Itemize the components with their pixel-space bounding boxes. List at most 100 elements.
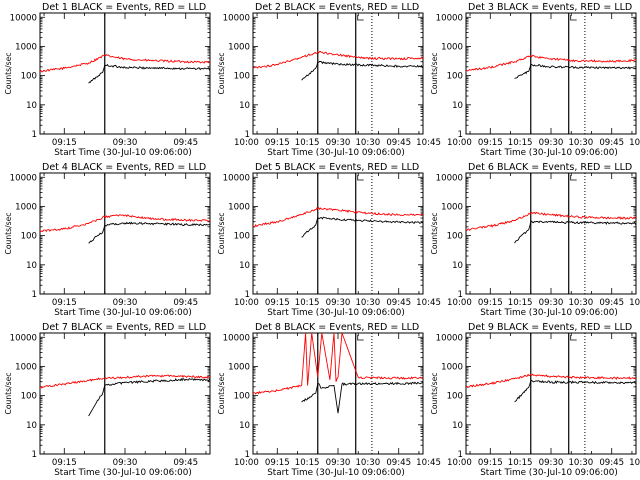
- panel-det-5: 1 10 100 1000 10000 09:15 09:30 09:45 10:00 10:15…: [217, 162, 640, 318]
- y-axis-label: Counts/sec: [430, 373, 439, 415]
- y-axis-label: Counts/sec: [4, 373, 13, 415]
- y-tick-label: 1: [245, 130, 250, 140]
- series-lld: [253, 207, 423, 228]
- y-axis-label: Counts/sec: [430, 213, 439, 255]
- y-tick-label: 100: [234, 232, 250, 242]
- y-tick-label: 1: [32, 130, 37, 140]
- x-axis-label: Start Time (30-Jul-10 09:06:00): [267, 468, 405, 478]
- x-tick-label: 10:00: [447, 138, 472, 148]
- y-tick-label: 10: [452, 101, 463, 111]
- y-tick-label: 10: [26, 101, 37, 111]
- plot-frame: [252, 332, 424, 455]
- panel-det-1: 1 10 100 1000 10000 09:15 09:30 09:45 10:00 10:15…: [4, 2, 441, 158]
- x-tick-label: 09:45: [386, 138, 411, 148]
- y-tick-label: 10000: [436, 173, 463, 183]
- plot-frame: [465, 172, 637, 295]
- panel-det-6: 1 10 100 1000 10000 09:15 09:30 09:45 10:00 10:15…: [430, 162, 637, 318]
- series-events: [88, 221, 210, 244]
- x-tick-label: 10:15: [295, 458, 320, 468]
- y-tick-label: 100: [447, 232, 463, 242]
- corner-marker: [570, 335, 577, 341]
- y-tick-label: 1000: [228, 42, 250, 52]
- x-tick-label: 10:30: [568, 298, 593, 308]
- y-axis-label: Counts/sec: [4, 53, 13, 95]
- y-tick-label: 1: [32, 450, 37, 460]
- y-tick-label: 1: [458, 450, 463, 460]
- y-tick-label: 10: [452, 421, 463, 431]
- x-tick-label: 10:45: [629, 458, 640, 468]
- x-tick-label: 10:15: [295, 138, 320, 148]
- x-tick-label: 09:45: [599, 138, 624, 148]
- x-tick-label: 10:15: [508, 458, 533, 468]
- x-tick-label: 10:45: [416, 298, 441, 308]
- series-events: [514, 63, 636, 79]
- x-tick-label: 10:30: [355, 138, 380, 148]
- y-tick-label: 10000: [223, 173, 250, 183]
- x-tick-label: 09:45: [599, 298, 624, 308]
- x-tick-label: 09:30: [326, 298, 351, 308]
- panel-det-3: 1 10 100 1000 10000 09:15 09:30 09:45 10:00 10:15…: [430, 2, 637, 158]
- corner-marker: [357, 175, 364, 181]
- series-events: [514, 220, 636, 244]
- panel-title: Det 9 BLACK = Events, RED = LLD: [468, 322, 632, 333]
- y-tick-label: 1000: [15, 202, 37, 212]
- series-lld: [253, 51, 423, 69]
- x-tick-label: 09:15: [478, 458, 503, 468]
- panel-title: Det 6 BLACK = Events, RED = LLD: [468, 162, 632, 173]
- series-lld: [466, 373, 636, 388]
- panel-title: Det 7 BLACK = Events, RED = LLD: [42, 322, 206, 333]
- y-tick-label: 1000: [441, 202, 463, 212]
- plot-frame: [39, 172, 211, 295]
- y-tick-label: 1: [32, 290, 37, 300]
- y-tick-label: 100: [234, 392, 250, 402]
- series-lld: [253, 333, 423, 395]
- x-tick-label: 09:15: [265, 458, 290, 468]
- corner-marker: [357, 15, 364, 21]
- panel-title: Det 4 BLACK = Events, RED = LLD: [42, 162, 206, 173]
- plot-frame: [252, 172, 424, 295]
- x-axis-label: Start Time (30-Jul-10 09:06:00): [480, 148, 618, 158]
- corner-marker: [570, 175, 577, 181]
- y-axis-label: Counts/sec: [217, 213, 226, 255]
- x-tick-label: 09:15: [265, 138, 290, 148]
- y-tick-label: 10000: [10, 173, 37, 183]
- x-tick-label: 09:45: [386, 458, 411, 468]
- series-events: [301, 216, 423, 238]
- panel-det-8: 1 10 100 1000 10000 09:15 09:30 09:45 10:00 10:15…: [217, 322, 640, 478]
- panel-det-4: 1 10 100 1000 10000 09:15 09:30 09:45 10:00 10:15…: [4, 162, 441, 318]
- y-axis-label: Counts/sec: [4, 213, 13, 255]
- panel-det-9: 1 10 100 1000 10000 09:15 09:30 09:45 10:00 10:15…: [430, 322, 637, 478]
- x-tick-label: 10:15: [508, 298, 533, 308]
- x-tick-label: 09:30: [113, 458, 138, 468]
- x-axis-label: Start Time (30-Jul-10 09:06:00): [54, 308, 192, 318]
- y-tick-label: 100: [234, 72, 250, 82]
- y-tick-label: 1000: [15, 42, 37, 52]
- corner-marker: [357, 335, 364, 341]
- y-tick-label: 10000: [223, 333, 250, 343]
- plot-frame: [465, 12, 637, 135]
- series-lld: [40, 214, 210, 233]
- x-tick-label: 10:30: [568, 458, 593, 468]
- x-tick-label: 09:15: [52, 298, 77, 308]
- x-tick-label: 09:45: [173, 138, 198, 148]
- y-axis-label: Counts/sec: [217, 53, 226, 95]
- x-tick-label: 10:15: [295, 298, 320, 308]
- x-tick-label: 10:30: [568, 138, 593, 148]
- series-lld: [40, 54, 210, 73]
- x-tick-label: 10:45: [629, 298, 640, 308]
- y-tick-label: 10: [239, 261, 250, 271]
- x-tick-label: 09:45: [173, 458, 198, 468]
- x-tick-label: 10:00: [234, 138, 259, 148]
- y-tick-label: 1: [245, 450, 250, 460]
- y-tick-label: 10: [26, 421, 37, 431]
- y-tick-label: 10000: [10, 13, 37, 23]
- panel-title: Det 2 BLACK = Events, RED = LLD: [255, 2, 419, 13]
- x-tick-label: 09:15: [478, 138, 503, 148]
- x-tick-label: 09:45: [173, 298, 198, 308]
- x-tick-label: 10:45: [629, 138, 640, 148]
- x-tick-label: 09:45: [386, 298, 411, 308]
- x-tick-label: 09:45: [599, 458, 624, 468]
- x-axis-label: Start Time (30-Jul-10 09:06:00): [54, 468, 192, 478]
